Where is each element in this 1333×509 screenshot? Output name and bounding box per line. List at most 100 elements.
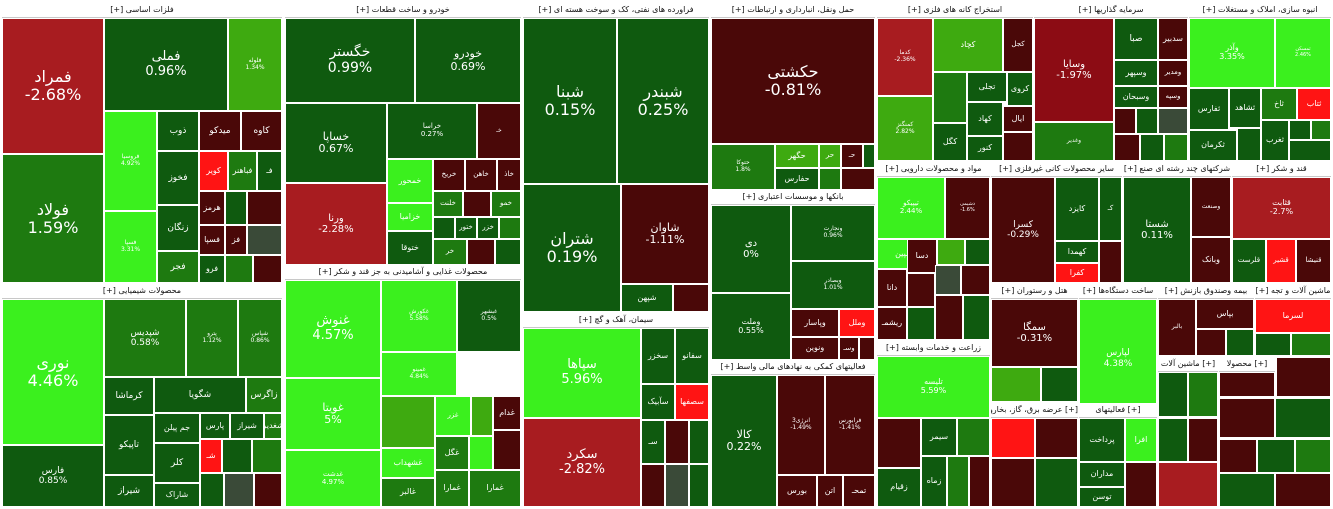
tile-shepahan[interactable]: شپهن: [621, 284, 673, 312]
tile-shetran[interactable]: شتران 0.19%: [523, 184, 621, 312]
tile-small[interactable]: [1188, 372, 1218, 417]
tile-small[interactable]: [1140, 134, 1164, 161]
tile-khemo[interactable]: خمو: [491, 191, 521, 217]
tile-dey[interactable]: دی 0%: [711, 205, 791, 293]
tile-sefano[interactable]: سفانو: [675, 328, 709, 384]
tile-small[interactable]: [254, 473, 282, 507]
tile-shasta[interactable]: شستا 0.11%: [1123, 177, 1191, 283]
tile-small[interactable]: [1041, 367, 1078, 402]
tile-ghbeshahr[interactable]: غبشهر 0.5%: [457, 280, 521, 352]
tile-small[interactable]: [1158, 418, 1188, 462]
tile-small[interactable]: [247, 225, 282, 255]
tile-hormoz[interactable]: هرمز: [199, 191, 225, 225]
tile-khmehvar[interactable]: خمحور: [387, 159, 433, 203]
tile-small[interactable]: [1125, 462, 1157, 507]
tile-small[interactable]: [495, 239, 521, 265]
sector-title[interactable]: سیمان، آهک و گچ [+]: [523, 313, 709, 328]
tile-small[interactable]: [499, 217, 521, 239]
tile-iyal[interactable]: ایال: [1003, 106, 1033, 132]
tile-semga[interactable]: سمگا -0.31%: [991, 299, 1078, 367]
tile-vesobhan[interactable]: وسبحان: [1114, 86, 1158, 108]
tile-sharak[interactable]: شاراک: [154, 483, 200, 507]
tile-small[interactable]: [689, 464, 709, 507]
tile-small[interactable]: [1219, 372, 1275, 397]
tile-ghanoosh[interactable]: غنوش 4.57%: [285, 280, 381, 378]
tile-hafars[interactable]: حفارس: [775, 168, 819, 190]
sector-title[interactable]: محصولات غذایی و آشامیدنی به جز قند و شکر…: [285, 265, 521, 280]
tile-small[interactable]: [1219, 473, 1275, 507]
tile-sadbir[interactable]: سدبیر: [1158, 18, 1188, 60]
tile-ghgol[interactable]: غگل: [435, 436, 469, 470]
tile-ghsabet[interactable]: قثابت -2.7%: [1232, 177, 1331, 239]
tile-small[interactable]: [222, 439, 252, 473]
tile-ghalbar[interactable]: غالبر: [381, 478, 435, 507]
tile-shegooya[interactable]: شگویا: [154, 377, 246, 413]
tile-small[interactable]: [1275, 473, 1331, 507]
tile-feroosia[interactable]: فروسیا 4.92%: [104, 111, 157, 211]
tile-ghmino[interactable]: غمینو 4.84%: [381, 352, 457, 396]
tile-zkovsar[interactable]: [877, 418, 921, 468]
tile-small[interactable]: [1276, 357, 1331, 397]
tile-se[interactable]: سـ: [641, 420, 665, 464]
tile-midco[interactable]: میدکو: [199, 111, 241, 151]
tile-small[interactable]: [1311, 120, 1331, 140]
tile-small[interactable]: [1158, 372, 1188, 417]
tile-small[interactable]: [1035, 458, 1078, 507]
tile-simorgh[interactable]: سیمر: [921, 418, 957, 456]
tile-shepas[interactable]: شپاس 0.86%: [238, 299, 282, 377]
tile-fespa-2[interactable]: فسپا: [199, 225, 225, 255]
tile-fespa[interactable]: فسپا 3.31%: [104, 211, 157, 283]
tile-ghshahdab[interactable]: غشهداب: [381, 448, 435, 478]
tile-small[interactable]: [381, 396, 435, 448]
tile-kavir[interactable]: کویر: [199, 151, 228, 191]
sector-title[interactable]: [+] محصولا: [1219, 357, 1275, 372]
tile-pars[interactable]: پارس: [200, 413, 230, 439]
tile-khorasa[interactable]: خراسا 0.27%: [387, 103, 477, 159]
tile-small[interactable]: [859, 337, 875, 360]
sector-title[interactable]: مواد و محصولات دارویی [+]: [877, 162, 990, 177]
tile-small[interactable]: [991, 458, 1035, 507]
tile-seshahed[interactable]: ثشاهد: [1229, 88, 1261, 128]
tile-modaran[interactable]: مداران: [1079, 462, 1125, 487]
tile-fabahonar[interactable]: فباهنر: [228, 151, 257, 191]
tile-small[interactable]: [463, 191, 491, 217]
tile-small[interactable]: [469, 436, 493, 470]
tile-dshimi[interactable]: دشیمی -1.6%: [945, 177, 990, 239]
tile-small[interactable]: [1275, 398, 1331, 438]
tile-small[interactable]: [961, 265, 990, 295]
tile-rishm[interactable]: ریشمـ: [877, 307, 907, 340]
tile-ha[interactable]: حـ: [841, 144, 863, 168]
tile-khahan[interactable]: خاهن: [465, 159, 497, 191]
sector-title[interactable]: [+] فعالیتهای: [1079, 403, 1157, 418]
sector-title[interactable]: زراعت و خدمات وابسته [+]: [877, 341, 990, 356]
tile-zmah[interactable]: زماه: [921, 456, 947, 507]
tile-hegohar[interactable]: حگهر: [775, 144, 819, 168]
tile-vemodir[interactable]: ومدیر: [1158, 60, 1188, 86]
tile-small[interactable]: [969, 456, 990, 507]
tile-farabourse[interactable]: فرابورس -1.41%: [825, 375, 875, 475]
tile-khtooga[interactable]: ختوقا: [387, 231, 433, 265]
tile-kahmda[interactable]: کهمدا: [1055, 241, 1099, 263]
tile-kenoor[interactable]: کنور: [967, 136, 1003, 161]
sector-title[interactable]: استخراج کانه های فلزی [+]: [877, 3, 1033, 18]
tile-vemellal[interactable]: وملل: [839, 309, 875, 337]
sector-title[interactable]: سایر محصولات کانی غیرفلزی [+]: [991, 162, 1122, 177]
tile-small[interactable]: [1003, 132, 1033, 161]
tile-varna[interactable]: ورنا -2.28%: [285, 183, 387, 265]
tile-shavan[interactable]: شاوان -1.11%: [621, 184, 709, 284]
tile-kajl[interactable]: کجل: [1003, 18, 1033, 72]
tile-fameraad[interactable]: فمراد -2.68%: [2, 18, 104, 154]
sector-title[interactable]: شرکتهای چند رشته ای صنع [+]: [1123, 162, 1231, 177]
tile-kaizd[interactable]: کایزد: [1055, 177, 1099, 241]
tile-shghadir[interactable]: شغدیر: [264, 413, 282, 439]
tile-kpars[interactable]: [933, 72, 967, 123]
tile-small[interactable]: [247, 191, 282, 225]
tile-sesfaha[interactable]: سصفها: [675, 384, 709, 420]
tile-kedama[interactable]: کدما -2.36%: [877, 18, 933, 96]
tile-small[interactable]: [1158, 108, 1188, 134]
tile-small[interactable]: [1289, 140, 1331, 161]
sector-title[interactable]: انبوه سازی، املاک و مستغلات [+]: [1189, 3, 1331, 18]
tile-small[interactable]: [907, 273, 935, 307]
tile-vebank[interactable]: وبانک: [1191, 237, 1231, 283]
tile-small[interactable]: [937, 239, 965, 265]
